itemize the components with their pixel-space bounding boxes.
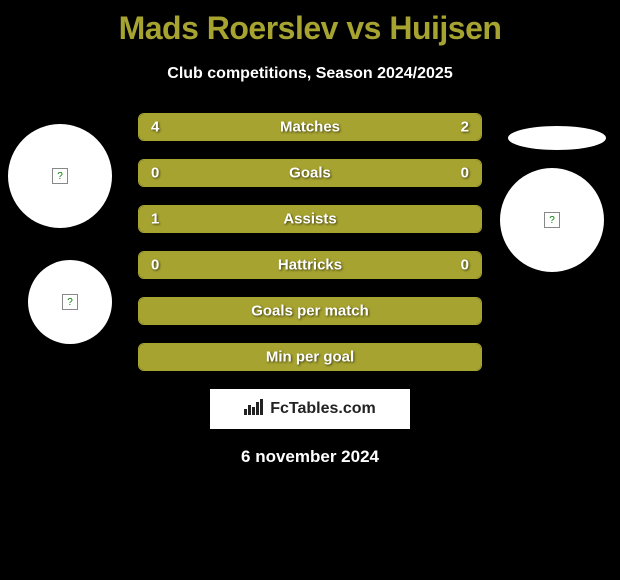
player-avatar-right-1: ?	[500, 168, 604, 272]
stat-label: Hattricks	[278, 257, 342, 274]
snapshot-date: 6 november 2024	[0, 447, 620, 467]
stat-row: 1 Assists	[138, 205, 482, 233]
image-placeholder-icon: ?	[52, 168, 68, 184]
comparison-subtitle: Club competitions, Season 2024/2025	[0, 65, 620, 83]
stat-label: Goals	[289, 165, 331, 182]
stat-row: Min per goal	[138, 343, 482, 371]
chart-bars-icon	[244, 399, 264, 420]
stat-value-right: 2	[461, 119, 469, 136]
player-avatar-left-2: ?	[28, 260, 112, 344]
stat-label: Goals per match	[251, 303, 369, 320]
stat-row: Goals per match	[138, 297, 482, 325]
stat-label: Min per goal	[266, 349, 354, 366]
stat-row: 0 0 Hattricks	[138, 251, 482, 279]
stat-row: 4 2 Matches	[138, 113, 482, 141]
watermark: FcTables.com	[210, 389, 410, 429]
stat-row: 0 0 Goals	[138, 159, 482, 187]
image-placeholder-icon: ?	[62, 294, 78, 310]
stat-label: Matches	[280, 119, 340, 136]
stats-container: 4 2 Matches 0 0 Goals 1 Assists 0 0 Hattricks Goals…	[138, 113, 482, 371]
stat-value-left: 0	[151, 257, 159, 274]
stat-value-left: 1	[151, 211, 159, 228]
stat-value-left: 4	[151, 119, 159, 136]
stat-value-right: 0	[461, 165, 469, 182]
watermark-text: FcTables.com	[270, 400, 376, 418]
stat-bar-left	[139, 160, 310, 186]
decorative-oval	[508, 126, 606, 150]
image-placeholder-icon: ?	[544, 212, 560, 228]
player-avatar-left-1: ?	[8, 124, 112, 228]
stat-bar-right	[310, 160, 481, 186]
comparison-title: Mads Roerslev vs Huijsen	[0, 0, 620, 47]
stat-value-right: 0	[461, 257, 469, 274]
stat-label: Assists	[283, 211, 336, 228]
stat-value-left: 0	[151, 165, 159, 182]
